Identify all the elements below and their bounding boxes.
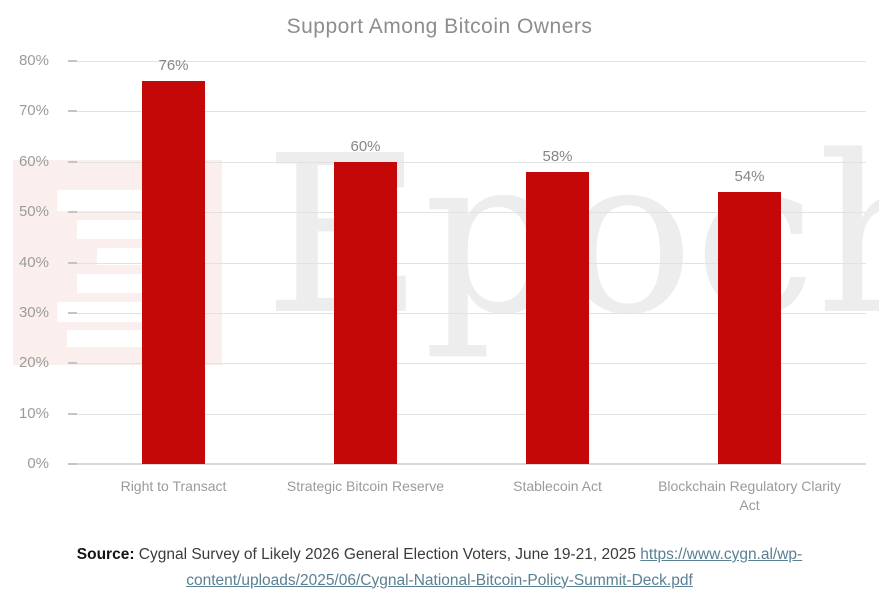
y-axis-label-10%: 10%	[18, 404, 49, 422]
y-axis-label-70%: 70%	[18, 102, 49, 120]
gridline-20%	[75, 363, 866, 365]
source-label: Source:	[76, 546, 135, 563]
source-line-2: content/uploads/2025/06/Cygnal-National-…	[0, 568, 879, 594]
bar-value-label: 54%	[734, 167, 765, 185]
x-axis-label: Right to Transact	[120, 478, 227, 494]
bar-value-label: 76%	[158, 57, 189, 75]
gridline-60%	[75, 161, 866, 163]
gridline-80%	[75, 61, 866, 62]
source-line-1: Source: Cygnal Survey of Likely 2026 Gen…	[0, 542, 879, 568]
y-axis-label-50%: 50%	[18, 203, 49, 221]
y-axis-label-40%: 40%	[18, 253, 49, 271]
y-tick	[68, 463, 77, 465]
y-axis-label-20%: 20%	[18, 354, 49, 372]
y-axis-label-80%: 80%	[18, 52, 49, 69]
gridline-40%	[75, 262, 866, 264]
x-axis-label: Strategic Bitcoin Reserve	[286, 478, 445, 494]
gridline-30%	[75, 312, 866, 314]
bar-value-label: 60%	[350, 137, 381, 155]
y-axis-label-60%: 60%	[18, 152, 49, 170]
logo-stripe	[97, 248, 155, 265]
plot-area: 0% 10% 20% 30% 40% 50% 60% 70% 80% 76% 60% 58% 54%	[19, 52, 866, 472]
y-tick	[68, 261, 77, 264]
y-tick	[68, 160, 77, 163]
y-tick	[68, 311, 77, 314]
chart-title: Support Among Bitcoin Owners	[286, 15, 593, 38]
gridline-10%	[75, 413, 866, 415]
bar-blockchain-regulatory-clarity-act	[718, 191, 781, 464]
gridline-70%	[75, 111, 866, 113]
bar-value-label: 58%	[542, 147, 573, 165]
bar-strategic-bitcoin-reserve	[334, 161, 397, 464]
y-tick	[68, 60, 77, 62]
gridline-50%	[75, 212, 866, 214]
y-tick	[68, 412, 77, 415]
y-tick	[68, 362, 77, 365]
y-axis-label-0%: 0%	[27, 455, 49, 472]
y-tick	[68, 110, 77, 113]
y-tick	[68, 211, 77, 214]
source-text: Cygnal Survey of Likely 2026 General Ele…	[134, 546, 641, 563]
source-link-line1[interactable]: https://www.cygn.al/wp-	[640, 546, 803, 563]
gridline-0%	[75, 463, 866, 465]
source-link-line2[interactable]: content/uploads/2025/06/Cygnal-National-…	[186, 571, 693, 589]
bar-right-to-transact	[142, 81, 205, 464]
x-axis-label: Stablecoin Act	[513, 478, 602, 494]
source-note: Source: Cygnal Survey of Likely 2026 Gen…	[0, 542, 879, 593]
bar-stablecoin-act	[526, 171, 589, 464]
x-axis-label: Blockchain Regulatory Clarity Act	[658, 478, 841, 513]
y-axis-label-30%: 30%	[18, 303, 49, 321]
